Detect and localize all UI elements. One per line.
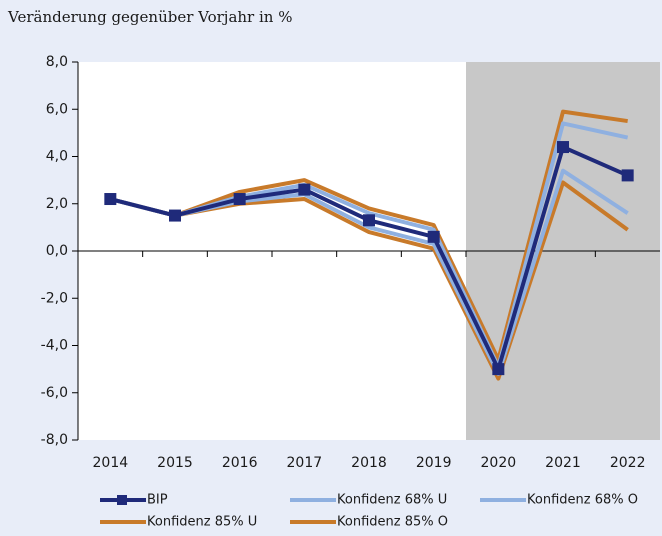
legend-label: BIP [147,493,168,508]
x-tick-label: 2019 [416,455,452,471]
marker [427,230,440,243]
marker [104,193,117,206]
y-tick-label: -2,0 [41,290,68,306]
x-tick-label: 2018 [351,455,387,471]
y-tick-label: 6,0 [46,101,68,117]
x-tick-label: 2014 [93,455,129,471]
x-tick-label: 2022 [610,455,646,471]
chart-title: Veränderung gegenüber Vorjahr in % [7,8,292,26]
y-tick-label: -4,0 [41,338,68,354]
legend-label: Konfidenz 68% O [527,493,638,508]
y-tick-label: 4,0 [46,149,68,165]
marker [169,209,181,222]
y-tick-label: 2,0 [46,196,68,212]
x-tick-label: 2021 [545,455,581,471]
legend-label: Konfidenz 85% O [337,515,448,530]
y-tick-label: -6,0 [41,385,68,401]
legend-marker [117,495,127,505]
marker [492,363,505,376]
legend-label: Konfidenz 68% U [337,493,447,508]
x-tick-label: 2016 [222,455,258,471]
marker [557,141,569,154]
y-tick-label: -8,0 [41,432,68,448]
y-tick-label: 0,0 [46,243,68,259]
marker [298,183,311,196]
x-tick-label: 2015 [157,455,193,471]
x-tick-label: 2020 [481,455,517,471]
marker [621,169,634,182]
y-tick-label: 8,0 [46,54,68,70]
legend-label: Konfidenz 85% U [147,515,257,530]
marker [363,214,375,227]
x-tick-label: 2017 [287,455,323,471]
marker [233,193,246,206]
